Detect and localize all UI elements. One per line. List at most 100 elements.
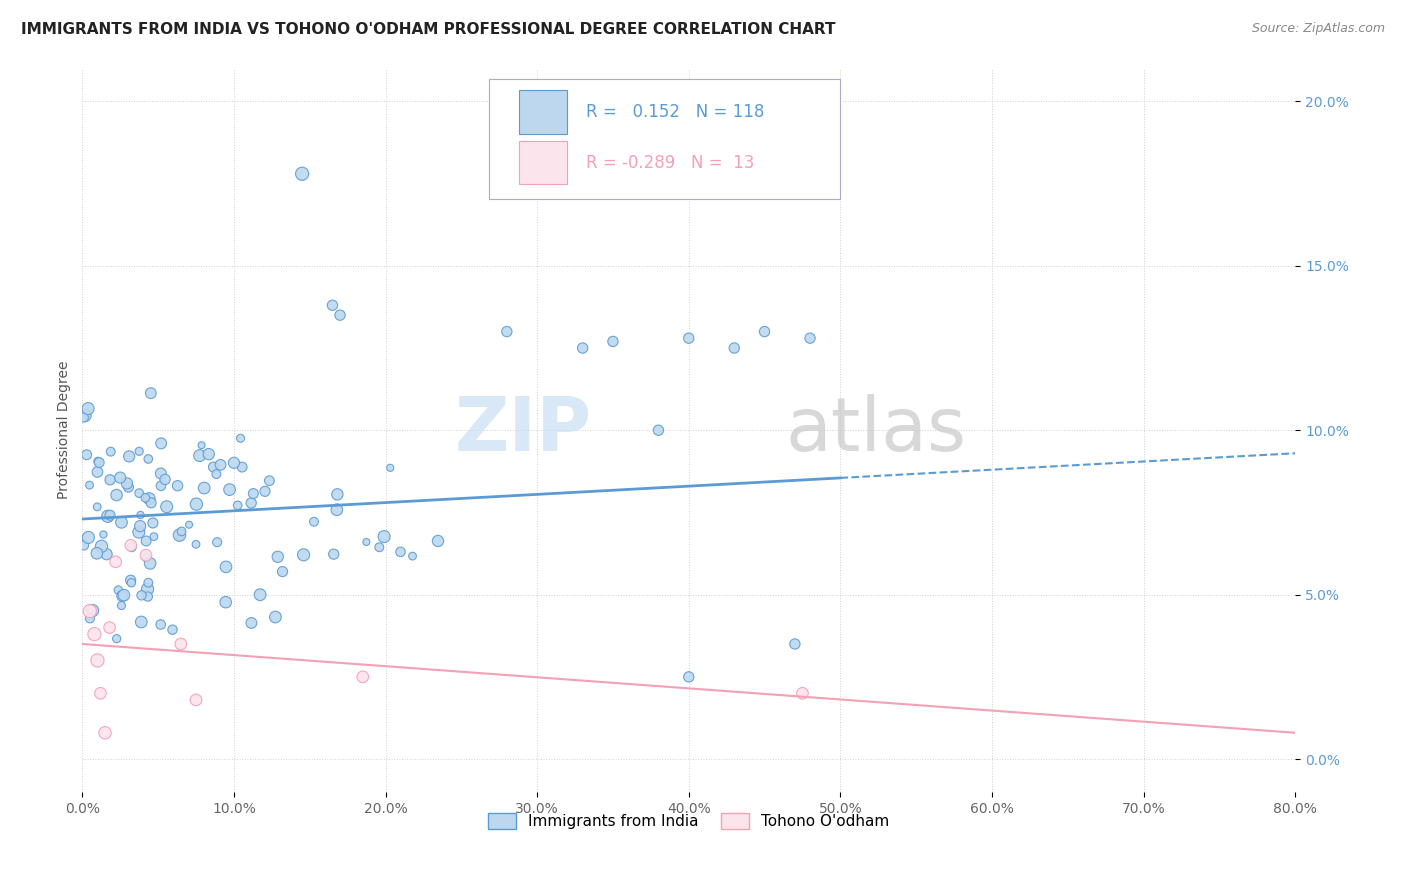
Point <box>135 533 157 548</box>
Point <box>202 460 225 475</box>
Point <box>138 491 160 506</box>
Point <box>754 325 776 339</box>
Point <box>136 452 159 467</box>
Point <box>162 623 184 637</box>
Point <box>129 508 152 522</box>
Point <box>322 547 344 561</box>
Point <box>128 486 150 500</box>
Bar <box>519 141 568 185</box>
Point <box>240 496 263 510</box>
Point <box>82 604 104 618</box>
Point <box>149 617 172 632</box>
Point <box>100 444 122 458</box>
Point <box>79 478 101 492</box>
Point <box>97 509 120 524</box>
Point <box>131 588 153 602</box>
Point <box>188 449 211 463</box>
Point <box>93 527 115 541</box>
Point <box>96 547 118 561</box>
Point <box>73 409 96 423</box>
Point <box>142 516 165 530</box>
Point <box>121 540 143 554</box>
Point <box>98 473 121 487</box>
Point <box>197 447 219 461</box>
Point <box>190 438 212 452</box>
Point <box>321 298 343 312</box>
Point <box>380 460 402 475</box>
Point <box>678 331 700 345</box>
Point <box>136 575 159 590</box>
Point <box>135 548 157 562</box>
Point <box>136 590 159 604</box>
Point <box>291 167 314 181</box>
Point <box>240 615 263 630</box>
Point <box>215 560 238 574</box>
Text: R =   0.152   N = 118: R = 0.152 N = 118 <box>586 103 763 121</box>
Point <box>229 431 252 445</box>
Point <box>136 582 159 596</box>
FancyBboxPatch shape <box>489 79 841 199</box>
Point <box>170 637 193 651</box>
Point <box>302 515 325 529</box>
Point <box>111 589 134 603</box>
Point <box>107 583 129 598</box>
Point <box>571 341 593 355</box>
Point <box>120 575 142 590</box>
Point <box>120 573 142 587</box>
Point <box>271 565 294 579</box>
Point <box>792 686 814 700</box>
Point <box>76 448 98 462</box>
Point <box>253 484 276 499</box>
Point <box>141 496 163 510</box>
Point <box>77 531 100 545</box>
Point <box>90 539 112 553</box>
Point <box>799 331 821 345</box>
Point <box>401 549 423 563</box>
Point <box>128 444 150 458</box>
Point <box>135 550 157 565</box>
Point <box>226 499 249 513</box>
Point <box>86 465 108 479</box>
Point <box>108 470 131 484</box>
Bar <box>519 90 568 134</box>
Point <box>368 541 391 555</box>
Point <box>495 325 517 339</box>
Point <box>352 670 374 684</box>
Point <box>205 535 228 549</box>
Point <box>98 621 121 635</box>
Point <box>184 537 207 551</box>
Point <box>134 491 156 505</box>
Point <box>142 530 165 544</box>
Legend: Immigrants from India, Tohono O'odham: Immigrants from India, Tohono O'odham <box>482 806 896 835</box>
Point <box>326 502 349 516</box>
Point <box>139 386 162 401</box>
Point <box>783 637 806 651</box>
Point <box>149 467 172 481</box>
Point <box>267 549 290 564</box>
Point <box>209 458 232 472</box>
Point <box>678 670 700 684</box>
Point <box>117 480 139 494</box>
Point <box>149 479 172 493</box>
Point <box>389 545 412 559</box>
Point <box>356 535 378 549</box>
Point <box>112 588 135 602</box>
Point <box>326 487 349 501</box>
Point <box>104 555 127 569</box>
Point <box>184 693 207 707</box>
Point <box>215 595 238 609</box>
Point <box>259 474 281 488</box>
Point <box>115 476 138 491</box>
Point <box>150 436 173 450</box>
Text: atlas: atlas <box>786 393 967 467</box>
Point <box>329 308 352 322</box>
Point <box>205 467 228 481</box>
Point <box>129 615 152 629</box>
Point <box>427 533 450 548</box>
Point <box>249 588 271 602</box>
Text: IMMIGRANTS FROM INDIA VS TOHONO O'ODHAM PROFESSIONAL DEGREE CORRELATION CHART: IMMIGRANTS FROM INDIA VS TOHONO O'ODHAM … <box>21 22 835 37</box>
Point <box>86 500 108 514</box>
Point <box>647 423 669 437</box>
Point <box>105 632 128 646</box>
Point <box>218 483 240 497</box>
